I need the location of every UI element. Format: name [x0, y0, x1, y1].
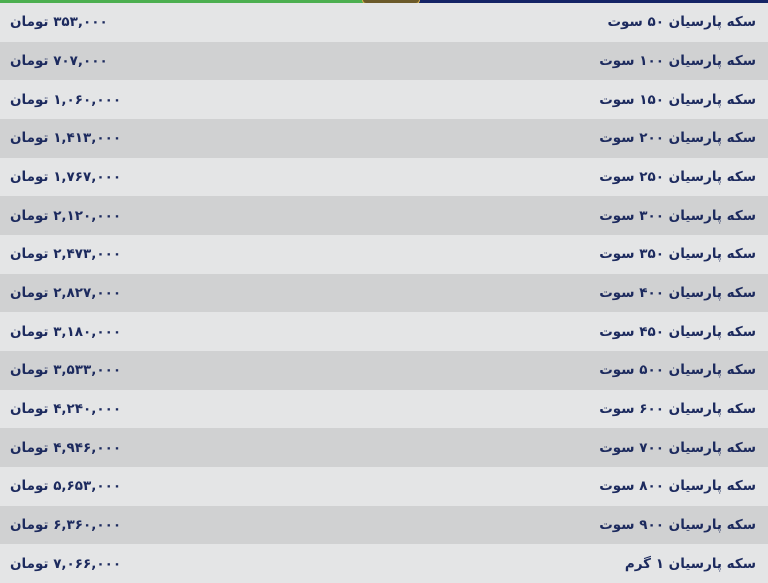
coin-name: سکه پارسیان ۶۰۰ سوت: [599, 400, 756, 417]
table-row: سکه پارسیان ۳۵۰ سوت ۲,۴۷۳,۰۰۰ تومان: [0, 234, 768, 274]
coin-name: سکه پارسیان ۱۰۰ سوت: [599, 52, 756, 69]
coin-price: ۷,۰۶۶,۰۰۰ تومان: [10, 555, 122, 572]
table-row: سکه پارسیان ۱۵۰ سوت ۱,۰۶۰,۰۰۰ تومان: [0, 80, 768, 119]
table-row: سکه پارسیان ۴۰۰ سوت ۲,۸۲۷,۰۰۰ تومان: [0, 273, 768, 313]
coin-price: ۲,۴۷۳,۰۰۰ تومان: [10, 246, 122, 263]
coin-price: ۱,۷۶۷,۰۰۰ تومان: [10, 168, 122, 185]
coin-name: سکه پارسیان ۹۰۰ سوت: [599, 516, 756, 533]
coin-name: سکه پارسیان ۳۰۰ سوت: [599, 207, 756, 224]
coin-name: سکه پارسیان ۱ گرم: [624, 555, 756, 572]
coin-price: ۲,۱۲۰,۰۰۰ تومان: [10, 207, 122, 224]
table-row: سکه پارسیان ۴۵۰ سوت ۳,۱۸۰,۰۰۰ تومان: [0, 312, 768, 351]
coin-price: ۲,۸۲۷,۰۰۰ تومان: [10, 284, 122, 301]
coin-name: سکه پارسیان ۵۰۰ سوت: [599, 362, 756, 379]
coin-price: ۳,۵۳۳,۰۰۰ تومان: [10, 362, 122, 379]
top-accent-bar: [0, 0, 768, 3]
coin-name: سکه پارسیان ۵۰ سوت: [607, 14, 756, 31]
coin-price: ۱,۴۱۳,۰۰۰ تومان: [10, 130, 122, 147]
coin-name: سکه پارسیان ۲۰۰ سوت: [599, 130, 756, 147]
coin-price: ۴,۲۴۰,۰۰۰ تومان: [10, 400, 122, 417]
table-row: سکه پارسیان ۸۰۰ سوت ۵,۶۵۳,۰۰۰ تومان: [0, 466, 768, 506]
coin-price: ۴,۹۴۶,۰۰۰ تومان: [10, 439, 122, 456]
coin-name: سکه پارسیان ۸۰۰ سوت: [599, 478, 756, 495]
table-row: سکه پارسیان ۹۰۰ سوت ۶,۳۶۰,۰۰۰ تومان: [0, 505, 768, 545]
table-row: سکه پارسیان ۵۰ سوت ۳۵۳,۰۰۰ تومان: [0, 3, 768, 42]
price-table: سکه پارسیان ۵۰ سوت ۳۵۳,۰۰۰ تومان سکه پارسی…: [0, 3, 768, 583]
coin-name: سکه پارسیان ۲۵۰ سوت: [599, 168, 756, 185]
coin-price: ۵,۶۵۳,۰۰۰ تومان: [10, 478, 122, 495]
table-row: سکه پارسیان ۶۰۰ سوت ۴,۲۴۰,۰۰۰ تومان: [0, 389, 768, 429]
coin-price: ۱,۰۶۰,۰۰۰ تومان: [10, 91, 122, 108]
coin-name: سکه پارسیان ۴۵۰ سوت: [599, 323, 756, 340]
table-row: سکه پارسیان ۲۰۰ سوت ۱,۴۱۳,۰۰۰ تومان: [0, 118, 768, 158]
table-row: سکه پارسیان ۱ گرم ۷,۰۶۶,۰۰۰ تومان: [0, 544, 768, 583]
table-row: سکه پارسیان ۱۰۰ سوت ۷۰۷,۰۰۰ تومان: [0, 41, 768, 81]
table-row: سکه پارسیان ۵۰۰ سوت ۳,۵۳۳,۰۰۰ تومان: [0, 350, 768, 390]
coin-name: سکه پارسیان ۱۵۰ سوت: [599, 91, 756, 108]
table-row: سکه پارسیان ۷۰۰ سوت ۴,۹۴۶,۰۰۰ تومان: [0, 428, 768, 467]
coin-price: ۷۰۷,۰۰۰ تومان: [10, 52, 108, 69]
coin-price: ۶,۳۶۰,۰۰۰ تومان: [10, 516, 122, 533]
navy-accent: [364, 0, 768, 3]
coin-price: ۳,۱۸۰,۰۰۰ تومان: [10, 323, 122, 340]
coin-name: سکه پارسیان ۳۵۰ سوت: [599, 246, 756, 263]
table-row: سکه پارسیان ۲۵۰ سوت ۱,۷۶۷,۰۰۰ تومان: [0, 157, 768, 197]
coin-name: سکه پارسیان ۷۰۰ سوت: [599, 439, 756, 456]
coin-name: سکه پارسیان ۴۰۰ سوت: [599, 284, 756, 301]
table-row: سکه پارسیان ۳۰۰ سوت ۲,۱۲۰,۰۰۰ تومان: [0, 196, 768, 235]
coin-price: ۳۵۳,۰۰۰ تومان: [10, 14, 108, 31]
green-accent: [0, 0, 364, 3]
